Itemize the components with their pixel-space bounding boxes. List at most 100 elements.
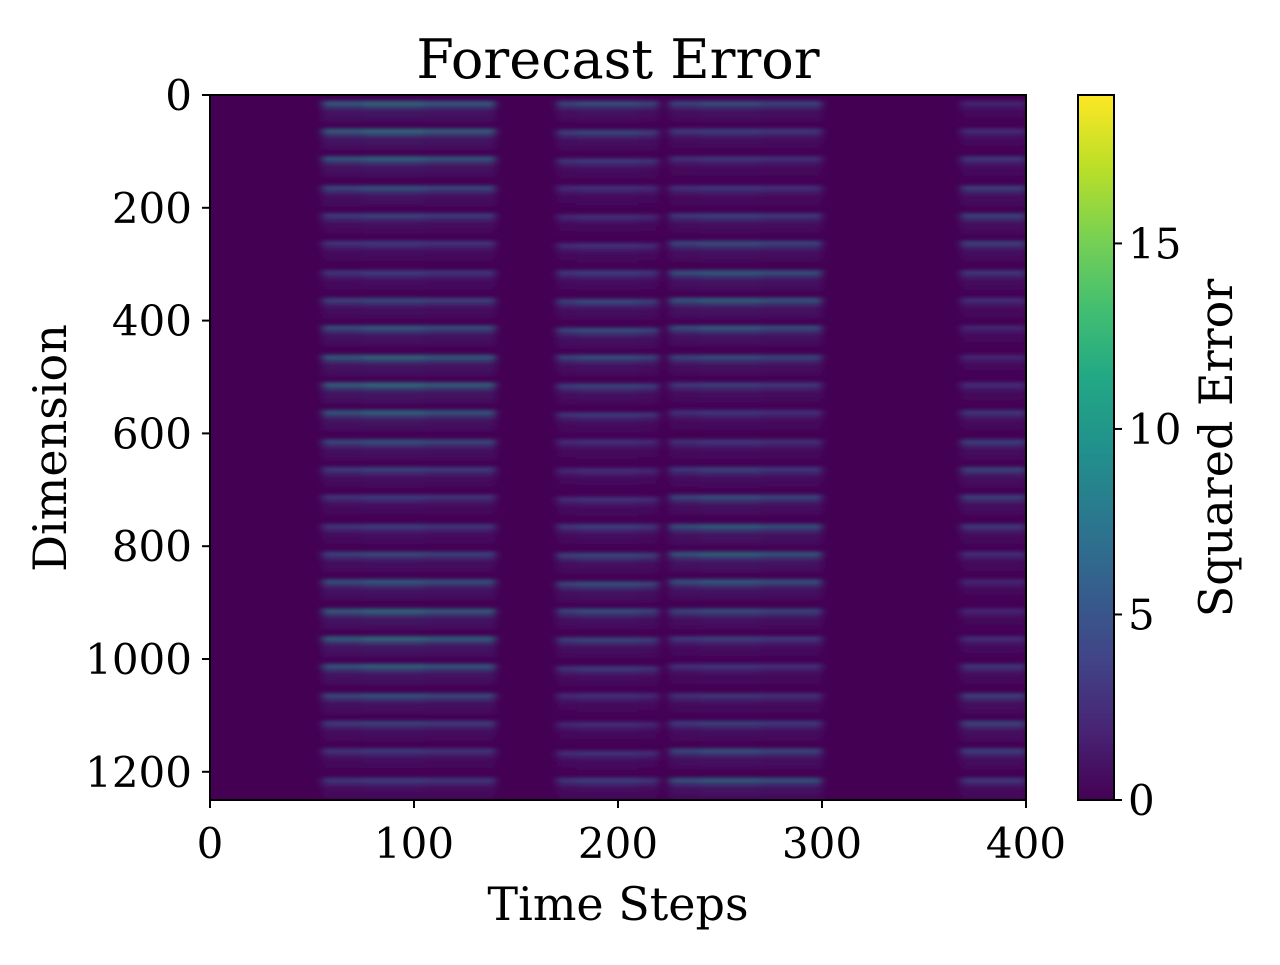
heatmap-cell-209 xyxy=(577,311,639,314)
heatmap-cell-13 xyxy=(577,113,639,116)
heatmap-cell-549 xyxy=(699,637,761,641)
heatmap-cell-599 xyxy=(577,699,639,702)
heatmap-cell-657 xyxy=(577,763,639,766)
heatmap-cell-113 xyxy=(363,214,425,218)
heatmap-cell-444 xyxy=(960,524,1026,529)
heatmap-cell-373 xyxy=(577,468,639,473)
heatmap-cell-645 xyxy=(363,749,425,753)
heatmap-cell-166 xyxy=(960,253,1026,256)
heatmap-cell-407 xyxy=(577,514,639,517)
heatmap-cell-159 xyxy=(699,247,761,250)
heatmap-cell-304 xyxy=(960,383,1026,387)
heatmap-cell-529 xyxy=(960,615,1026,618)
heatmap-cell-661 xyxy=(699,749,761,753)
heatmap-cell-477 xyxy=(363,580,425,584)
heatmap-cell-7 xyxy=(363,118,425,121)
heatmap-cell-155 xyxy=(577,260,639,263)
heatmap-cell-345 xyxy=(577,440,639,444)
heatmap-cell-495 xyxy=(699,585,761,588)
heatmap-cell-201 xyxy=(363,310,425,313)
heatmap-cell-625 xyxy=(577,722,639,727)
heatmap-cell-649 xyxy=(363,761,425,763)
heatmap-cell-475 xyxy=(960,569,1026,572)
heatmap-cell-215 xyxy=(699,304,761,307)
heatmap-cell-319 xyxy=(577,418,639,421)
heatmap-cell-584 xyxy=(960,664,1026,669)
heatmap-cell-61 xyxy=(363,168,425,171)
heatmap-cell-313 xyxy=(363,422,425,425)
heatmap-cell-409 xyxy=(699,495,761,499)
heatmap-cell-565 xyxy=(363,676,425,679)
heatmap-cell-325 xyxy=(699,410,761,415)
heatmap-cell-431 xyxy=(577,530,639,533)
colorbar-tick-label-5: 5 xyxy=(1128,590,1155,639)
heatmap-cell-623 xyxy=(363,738,425,741)
heatmap-cell-483 xyxy=(363,596,425,599)
heatmap-cell-301 xyxy=(699,395,761,397)
heatmap-cell-371 xyxy=(363,484,425,487)
heatmap-cell-333 xyxy=(960,416,1026,419)
heatmap-cell-222 xyxy=(960,310,1026,313)
heatmap-cell-23 xyxy=(699,118,761,121)
heatmap-cell-621 xyxy=(363,733,425,736)
heatmap-cell-699 xyxy=(960,795,1026,798)
heatmap-cell-465 xyxy=(699,552,761,556)
heatmap-cell-485 xyxy=(577,582,639,586)
heatmap-cell-223 xyxy=(960,315,1026,318)
heatmap-cell-453 xyxy=(363,564,425,566)
y-tick-label-600: 600 xyxy=(112,409,192,458)
heatmap-cell-295 xyxy=(577,401,639,403)
heatmap-cell-639 xyxy=(699,738,761,741)
heatmap-cell-561 xyxy=(363,664,425,669)
heatmap-cell-101 xyxy=(699,186,761,190)
heatmap-cell-679 xyxy=(363,795,425,798)
heatmap-cell-250 xyxy=(960,338,1026,340)
heatmap-cell-21 xyxy=(699,113,761,116)
heatmap-cell-81 xyxy=(960,162,1026,165)
heatmap-cell-446 xyxy=(960,536,1026,539)
heatmap-cell-167 xyxy=(960,258,1026,261)
heatmap-cell-353 xyxy=(699,440,761,444)
heatmap-cell-595 xyxy=(363,710,425,713)
heatmap-cell-247 xyxy=(699,343,761,345)
heatmap-cell-605 xyxy=(699,693,761,698)
heatmap-cell-629 xyxy=(577,734,639,737)
heatmap-cell-82 xyxy=(960,168,1026,171)
heatmap-cell-137 xyxy=(960,219,1026,222)
heatmap-cell-603 xyxy=(577,710,639,713)
heatmap-cell-500 xyxy=(960,580,1026,584)
heatmap-cell-199 xyxy=(363,304,425,307)
heatmap-cell-363 xyxy=(960,457,1026,459)
heatmap-cell-41 xyxy=(577,142,639,145)
heatmap-cell-418 xyxy=(960,507,1026,509)
heatmap-cell-691 xyxy=(699,784,761,787)
heatmap-cell-37 xyxy=(577,130,639,134)
heatmap-cell-85 xyxy=(363,186,425,190)
heatmap-cell-11 xyxy=(577,107,639,110)
heatmap-cell-689 xyxy=(699,778,761,782)
heatmap-cell-279 xyxy=(960,372,1026,375)
colorbar-tick-label-15: 15 xyxy=(1128,219,1181,268)
heatmap-cell-391 xyxy=(960,484,1026,487)
heatmap-cell-108 xyxy=(960,186,1026,190)
heatmap-cell-361 xyxy=(960,445,1026,449)
heatmap-cell-586 xyxy=(960,676,1026,679)
heatmap-cell-671 xyxy=(960,766,1026,768)
heatmap-cell-119 xyxy=(363,230,425,233)
heatmap-cell-43 xyxy=(577,147,639,150)
x-tick-label-300: 300 xyxy=(782,819,862,868)
heatmap-cell-614 xyxy=(960,705,1026,708)
heatmap-cell-25 xyxy=(960,107,1026,110)
heatmap-cell-693 xyxy=(699,790,761,793)
y-tick-label-1200: 1200 xyxy=(85,748,192,797)
heatmap-cell-103 xyxy=(699,192,761,195)
heatmap-cell-451 xyxy=(363,558,425,561)
heatmap-cell-245 xyxy=(699,338,761,340)
heatmap-cell-633 xyxy=(699,721,761,725)
heatmap-cell-509 xyxy=(363,621,425,623)
x-tick-label-200: 200 xyxy=(578,819,658,868)
heatmap-cell-463 xyxy=(577,570,639,573)
heatmap-cell-547 xyxy=(577,655,639,657)
heatmap-cell-251 xyxy=(960,343,1026,345)
